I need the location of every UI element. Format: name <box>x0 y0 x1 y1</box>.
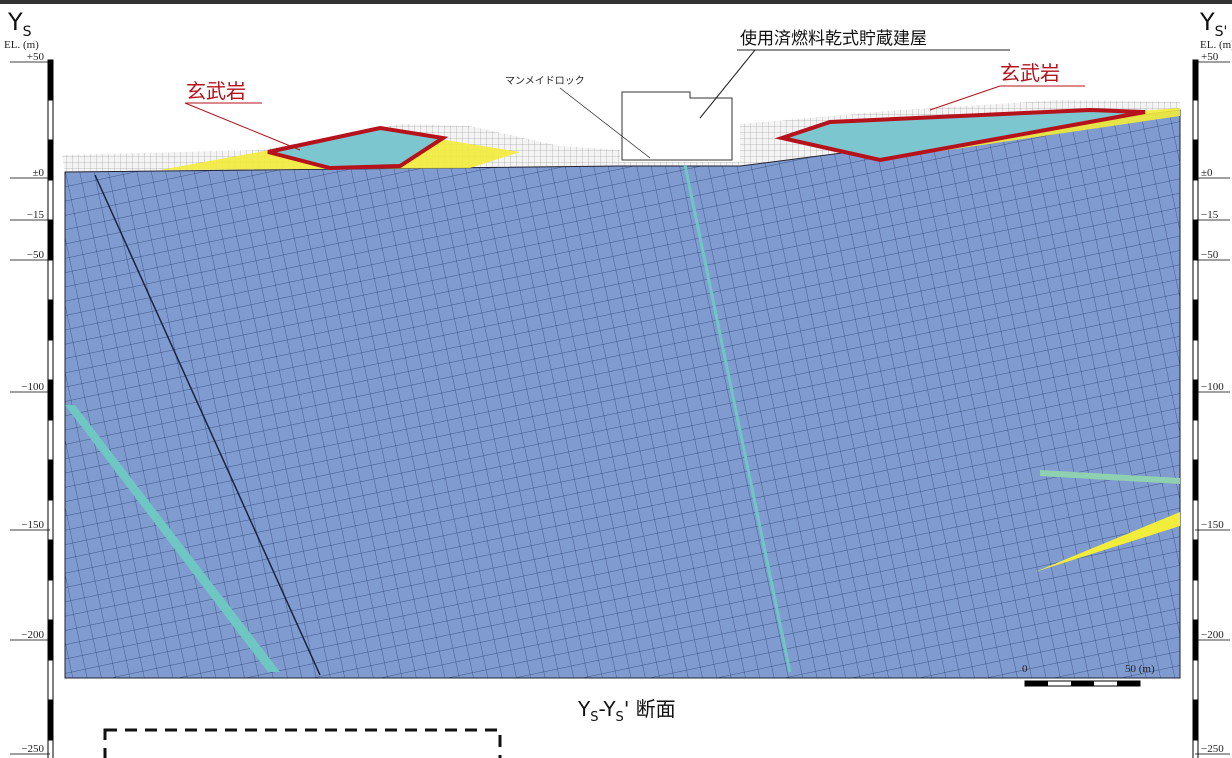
leader <box>929 85 1001 111</box>
axis-bar <box>47 579 54 621</box>
axis-bar <box>47 219 54 261</box>
axis-bar <box>1192 579 1199 621</box>
tick-label: ±0 <box>32 167 44 179</box>
caption-part: Y <box>577 697 591 721</box>
axis-bar <box>1192 179 1199 221</box>
basalt-left <box>267 125 449 171</box>
rock-label: マンメイドロック <box>505 75 585 87</box>
axis-bar <box>1192 219 1199 261</box>
axis-bar <box>1192 99 1199 141</box>
fault <box>683 164 792 673</box>
building-label: 使用済燃料乾式貯蔵建屋 <box>740 28 927 49</box>
fault <box>1040 470 1180 484</box>
axis-bar <box>47 139 54 181</box>
axis-bar <box>47 59 54 101</box>
axis-bar <box>47 379 54 421</box>
caption-part: S <box>590 710 598 725</box>
axis-unit: EL. (m) <box>4 39 39 51</box>
scale-seg <box>1117 681 1140 686</box>
tick-label: +50 <box>27 51 45 63</box>
axis-bar <box>47 179 54 221</box>
axis-bar <box>1192 299 1199 341</box>
fault <box>94 174 321 676</box>
axis-bar <box>47 99 54 141</box>
tick-label: −200 <box>21 629 44 641</box>
tick-label: ±0 <box>1201 167 1213 179</box>
tick-label: −250 <box>21 743 44 755</box>
basalt-label: 玄武岩 <box>1000 61 1060 85</box>
leader <box>184 102 301 151</box>
basalt-label: 玄武岩 <box>186 79 246 103</box>
axis-bar <box>47 419 54 461</box>
axis-bar <box>47 499 54 541</box>
axis-bar <box>1192 379 1199 421</box>
axis-bar <box>47 259 54 301</box>
axis-name-main: Y <box>1199 8 1215 36</box>
rock-mass <box>64 109 1181 679</box>
axis-bar <box>47 739 54 758</box>
axis-bar <box>1192 139 1199 181</box>
scale-seg <box>1071 681 1094 686</box>
dashed-box <box>103 728 502 758</box>
caption: YS-YS' 断面 <box>577 697 676 725</box>
axis-bar <box>1192 739 1199 758</box>
tick-label: −15 <box>27 209 45 221</box>
axis-name-main: Y <box>7 8 23 36</box>
tick-label: −100 <box>21 381 44 393</box>
leader <box>559 87 651 159</box>
scale-seg <box>1025 681 1048 686</box>
basalt-right <box>774 107 1146 163</box>
axis-bar <box>1192 499 1199 541</box>
tick-label: −50 <box>1201 249 1219 261</box>
tick-label: −100 <box>1201 381 1224 393</box>
tick-label: −150 <box>1201 519 1224 531</box>
axis-bar <box>1192 539 1199 581</box>
axis-bar <box>1192 699 1199 741</box>
tick-label: −200 <box>1201 629 1224 641</box>
axis-bar <box>47 339 54 381</box>
axis-bar <box>47 659 54 701</box>
scale-bar: 0 50 (m) <box>1022 663 1155 687</box>
axis-bar <box>1192 419 1199 461</box>
scale-label: 50 (m) <box>1125 663 1155 675</box>
leader <box>699 49 756 119</box>
axis-bar <box>1192 459 1199 501</box>
axis-name: YS' <box>1199 8 1227 40</box>
scale-label: 0 <box>1022 663 1028 675</box>
caption-part: -Y <box>598 697 616 721</box>
tick-label: −50 <box>27 249 45 261</box>
tick-label: −15 <box>1201 209 1219 221</box>
caption-part: ' 断面 <box>624 697 676 721</box>
fault <box>65 405 280 672</box>
axis-name-sub: S <box>23 24 32 40</box>
axis-bar <box>47 539 54 581</box>
axis-bar <box>47 699 54 741</box>
axis-bar <box>47 459 54 501</box>
tick-label: +50 <box>1201 51 1219 63</box>
caption-part: S <box>616 710 624 725</box>
axis-name-sub: S' <box>1215 24 1228 40</box>
axis-bar <box>1192 59 1199 101</box>
axis-bar <box>1192 339 1199 381</box>
top-edge <box>0 0 1232 4</box>
tick-label: −250 <box>1201 743 1224 755</box>
tick-label: −150 <box>21 519 44 531</box>
axis-bar <box>47 299 54 341</box>
yellow-layer <box>1035 512 1180 572</box>
building <box>621 91 733 161</box>
axis-name: YS <box>7 8 32 40</box>
axis-bar <box>1192 259 1199 301</box>
axis-unit: EL. (m) <box>1200 39 1232 51</box>
axis-bar <box>1192 659 1199 701</box>
